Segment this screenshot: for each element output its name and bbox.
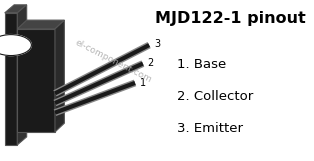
Text: el-component.com: el-component.com (73, 38, 153, 85)
Text: 2. Collector: 2. Collector (177, 90, 254, 103)
Polygon shape (17, 20, 64, 29)
Text: 3: 3 (154, 39, 160, 49)
Polygon shape (55, 20, 64, 132)
Text: MJD122-1 pinout: MJD122-1 pinout (155, 11, 306, 26)
Text: 1. Base: 1. Base (177, 58, 227, 71)
Text: 1: 1 (140, 78, 146, 88)
Text: 3. Emitter: 3. Emitter (177, 122, 243, 135)
Polygon shape (5, 13, 17, 145)
Polygon shape (5, 5, 27, 13)
Text: 2: 2 (148, 58, 154, 68)
Circle shape (0, 35, 31, 56)
Polygon shape (17, 5, 27, 145)
Polygon shape (17, 29, 55, 132)
